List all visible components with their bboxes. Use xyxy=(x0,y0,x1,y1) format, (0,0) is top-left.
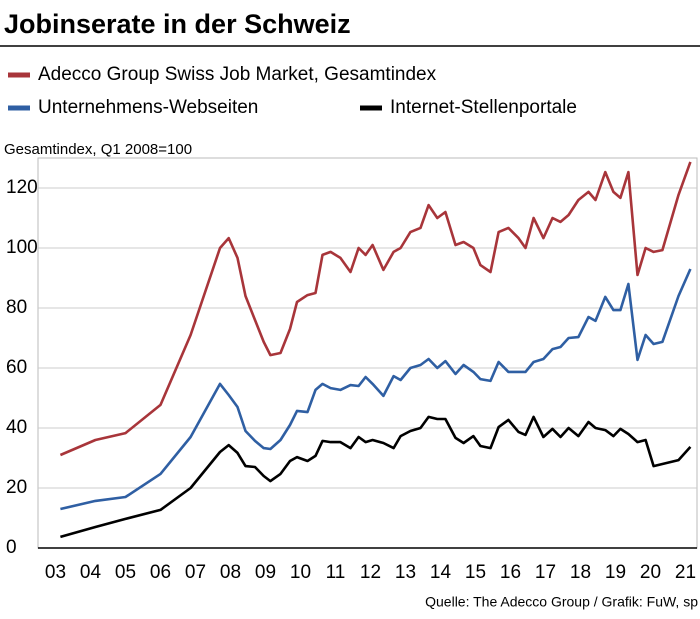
x-tick-label: 04 xyxy=(80,562,102,583)
x-tick-label: 06 xyxy=(150,562,171,583)
legend-label: Unternehmens-Webseiten xyxy=(38,97,258,118)
x-tick-label: 09 xyxy=(255,562,276,583)
chart-title: Jobinserate in der Schweiz xyxy=(4,9,351,39)
y-axis-label: Gesamtindex, Q1 2008=100 xyxy=(4,141,192,158)
y-tick-label: 0 xyxy=(6,537,17,558)
y-tick-label: 60 xyxy=(6,357,27,378)
x-tick-label: 19 xyxy=(605,562,626,583)
x-tick-label: 20 xyxy=(640,562,661,583)
x-tick-label: 18 xyxy=(570,562,591,583)
x-tick-label: 16 xyxy=(500,562,521,583)
series-line xyxy=(60,415,692,539)
series-line xyxy=(60,268,692,511)
legend-label: Internet-Stellenportale xyxy=(390,97,577,118)
y-tick-label: 20 xyxy=(6,477,27,498)
legend-label: Adecco Group Swiss Job Market, Gesamtind… xyxy=(38,64,437,85)
x-tick-label: 12 xyxy=(360,562,381,583)
x-tick-label: 15 xyxy=(465,562,486,583)
x-tick-label: 14 xyxy=(430,562,452,583)
y-tick-label: 80 xyxy=(6,297,27,318)
x-tick-label: 03 xyxy=(45,562,66,583)
x-tick-label: 07 xyxy=(185,562,206,583)
y-tick-label: 40 xyxy=(6,417,27,438)
x-tick-label: 17 xyxy=(535,562,556,583)
x-tick-label: 13 xyxy=(395,562,416,583)
y-tick-label: 120 xyxy=(6,177,38,198)
series-line xyxy=(59,161,692,457)
y-tick-label: 100 xyxy=(6,237,38,258)
x-tick-label: 05 xyxy=(115,562,136,583)
source: Quelle: The Adecco Group / Grafik: FuW, … xyxy=(425,594,698,610)
x-tick-label: 11 xyxy=(326,562,346,583)
x-tick-label: 21 xyxy=(675,562,696,583)
x-tick-label: 10 xyxy=(290,562,311,583)
x-tick-label: 08 xyxy=(220,562,241,583)
